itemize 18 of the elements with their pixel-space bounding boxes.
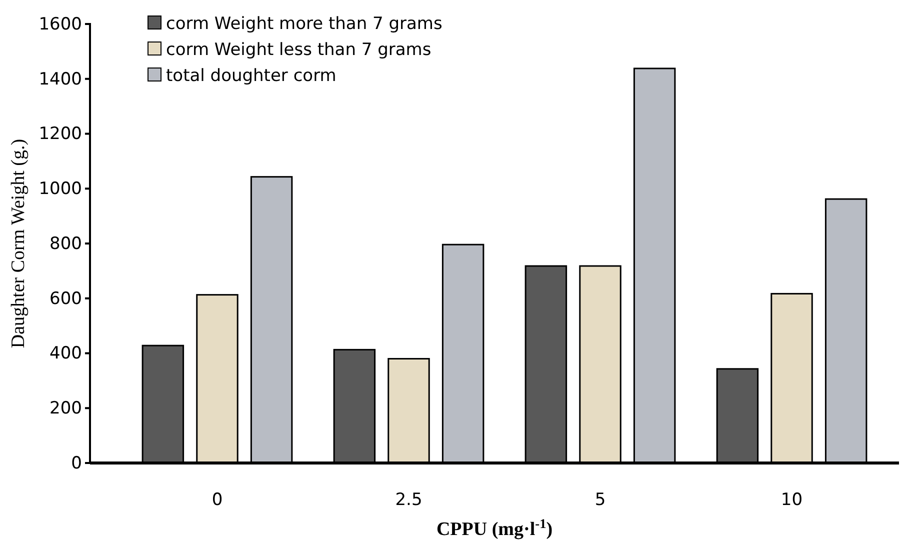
y-tick-label: 400 — [50, 344, 82, 364]
y-tick-label: 1200 — [38, 124, 82, 144]
x-tick-label: 2.5 — [395, 490, 422, 510]
x-tick-label: 0 — [212, 490, 223, 510]
legend-label: total doughter corm — [166, 66, 336, 86]
y-tick-label: 200 — [50, 398, 82, 419]
y-tick-label: 1600 — [38, 14, 82, 34]
legend-label: corm Weight less than 7 grams — [166, 40, 432, 60]
y-tick-label: 0 — [71, 453, 82, 474]
x-axis-title: CPPU (mg·l$^{-1}$) — [436, 516, 553, 540]
y-axis-title: Daughter Corm Weight (g.) — [8, 138, 29, 348]
legend-label: corm Weight more than 7 grams — [166, 14, 442, 34]
y-tick-label: 600 — [50, 288, 82, 309]
y-tick-label: 1000 — [38, 179, 82, 200]
y-tick-label: 1400 — [38, 69, 82, 90]
y-tick-label: 800 — [50, 234, 82, 254]
x-tick-label: 10 — [780, 490, 803, 510]
x-tick-label: 5 — [594, 490, 606, 510]
